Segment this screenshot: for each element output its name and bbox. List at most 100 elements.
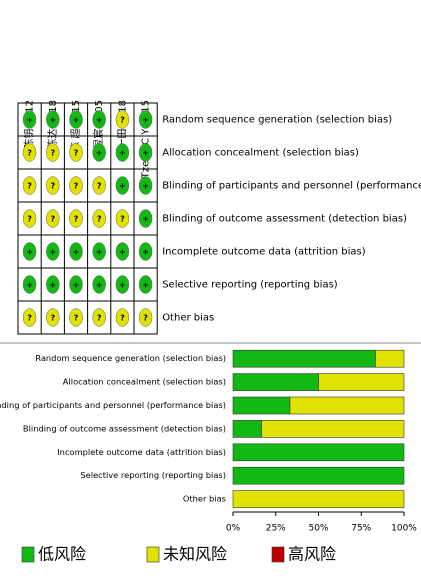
judgement-icon bbox=[22, 143, 37, 162]
category-label: Selective reporting (reporting bias) bbox=[80, 470, 226, 480]
judgement-icon bbox=[138, 275, 153, 294]
domain-label: Other bias bbox=[162, 313, 214, 324]
judgement-symbol: ? bbox=[74, 182, 79, 191]
judgement-icon bbox=[46, 209, 60, 228]
judgement-icon bbox=[115, 209, 130, 228]
judgement-icon bbox=[22, 242, 37, 261]
domain-label: Blinding of outcome assessment (detectio… bbox=[162, 214, 407, 225]
judgement-symbol: + bbox=[142, 215, 149, 224]
bar-segment bbox=[232, 443, 405, 462]
judgement-symbol: ? bbox=[27, 215, 32, 224]
judgement-icon bbox=[138, 143, 153, 162]
x-tick-label: 75% bbox=[351, 524, 371, 534]
judgement-icon bbox=[92, 242, 106, 261]
judgement-icon bbox=[46, 110, 60, 129]
judgement-icon bbox=[138, 209, 153, 228]
category-label: Other bias bbox=[183, 494, 226, 504]
judgement-icon bbox=[22, 308, 37, 327]
legend-label: 高风险 bbox=[288, 545, 336, 564]
judgement-symbol: + bbox=[26, 248, 33, 257]
judgement-symbol: + bbox=[49, 281, 56, 290]
judgement-icon bbox=[138, 176, 153, 195]
x-tick-label: 100% bbox=[391, 524, 417, 534]
bar-segment bbox=[232, 466, 405, 485]
judgement-symbol: ? bbox=[143, 314, 148, 323]
bar-segment bbox=[375, 349, 405, 368]
category-label: Blinding of participants and personnel (… bbox=[0, 400, 226, 410]
judgement-icon bbox=[22, 209, 37, 228]
x-tick-label: 50% bbox=[308, 524, 328, 534]
judgement-icon bbox=[92, 143, 106, 162]
judgement-symbol: ? bbox=[50, 215, 55, 224]
judgement-symbol: ? bbox=[97, 215, 102, 224]
judgement-symbol: + bbox=[26, 116, 33, 125]
judgement-symbol: ? bbox=[120, 116, 125, 125]
judgement-icon bbox=[92, 275, 106, 294]
judgement-icon bbox=[115, 275, 130, 294]
x-tick-label: 25% bbox=[266, 524, 286, 534]
legend-label: 未知风险 bbox=[163, 545, 227, 564]
judgement-symbol: + bbox=[73, 281, 80, 290]
bar-segment bbox=[289, 396, 405, 415]
judgement-symbol: ? bbox=[50, 149, 55, 158]
judgement-symbol: + bbox=[142, 182, 149, 191]
bar-segment bbox=[232, 373, 319, 391]
judgement-icon bbox=[115, 242, 130, 261]
judgement-icon bbox=[46, 176, 60, 195]
category-label: Random sequence generation (selection bi… bbox=[35, 353, 226, 363]
judgement-symbol: + bbox=[142, 149, 149, 158]
judgement-symbol: + bbox=[96, 248, 103, 257]
judgement-symbol: ? bbox=[74, 215, 79, 224]
judgement-icon bbox=[69, 242, 83, 261]
judgement-symbol: + bbox=[119, 248, 126, 257]
legend-swatch bbox=[271, 546, 285, 563]
judgement-icon bbox=[138, 242, 153, 261]
judgement-symbol: ? bbox=[97, 314, 102, 323]
judgement-symbol: ? bbox=[120, 314, 125, 323]
judgement-symbol: + bbox=[73, 248, 80, 257]
judgement-icon bbox=[92, 176, 106, 195]
judgement-icon bbox=[69, 308, 83, 327]
judgement-symbol: + bbox=[49, 116, 56, 125]
judgement-symbol: + bbox=[26, 281, 33, 290]
judgement-symbol: + bbox=[119, 281, 126, 290]
study-label: Tzeng C Y 2015 bbox=[141, 100, 152, 179]
domain-label: Selective reporting (reporting bias) bbox=[162, 280, 338, 291]
judgement-icon bbox=[46, 308, 60, 327]
judgement-icon bbox=[138, 308, 153, 327]
category-label: Incomplete outcome data (attrition bias) bbox=[57, 447, 226, 457]
bar-segment bbox=[232, 396, 291, 415]
judgement-icon bbox=[22, 176, 37, 195]
domain-label: Blinding of participants and personnel (… bbox=[162, 181, 421, 192]
domain-label: Allocation concealment (selection bias) bbox=[162, 148, 359, 159]
bar-segment bbox=[261, 420, 405, 438]
domain-label: Random sequence generation (selection bi… bbox=[162, 115, 392, 126]
judgement-icon bbox=[22, 110, 37, 129]
judgement-icon bbox=[115, 143, 130, 162]
legend-swatch bbox=[146, 546, 160, 563]
judgement-symbol: ? bbox=[97, 182, 102, 191]
x-tick-label: 0% bbox=[226, 524, 241, 534]
judgement-icon bbox=[46, 242, 60, 261]
judgement-icon bbox=[115, 308, 130, 327]
judgement-icon bbox=[138, 110, 153, 129]
judgement-icon bbox=[69, 143, 83, 162]
judgement-symbol: + bbox=[142, 116, 149, 125]
category-label: Allocation concealment (selection bias) bbox=[63, 377, 226, 387]
judgement-symbol: ? bbox=[27, 314, 32, 323]
bar-segment bbox=[318, 373, 405, 391]
judgement-symbol: ? bbox=[50, 314, 55, 323]
judgement-icon bbox=[46, 143, 60, 162]
judgement-symbol: + bbox=[142, 248, 149, 257]
judgement-symbol: + bbox=[142, 281, 149, 290]
judgement-symbol: ? bbox=[74, 314, 79, 323]
bar-segment bbox=[232, 490, 405, 508]
judgement-icon bbox=[22, 275, 37, 294]
judgement-icon bbox=[69, 209, 83, 228]
domain-label: Incomplete outcome data (attrition bias) bbox=[162, 247, 366, 258]
judgement-symbol: + bbox=[119, 149, 126, 158]
judgement-icon bbox=[115, 110, 130, 129]
judgement-symbol: + bbox=[119, 182, 126, 191]
